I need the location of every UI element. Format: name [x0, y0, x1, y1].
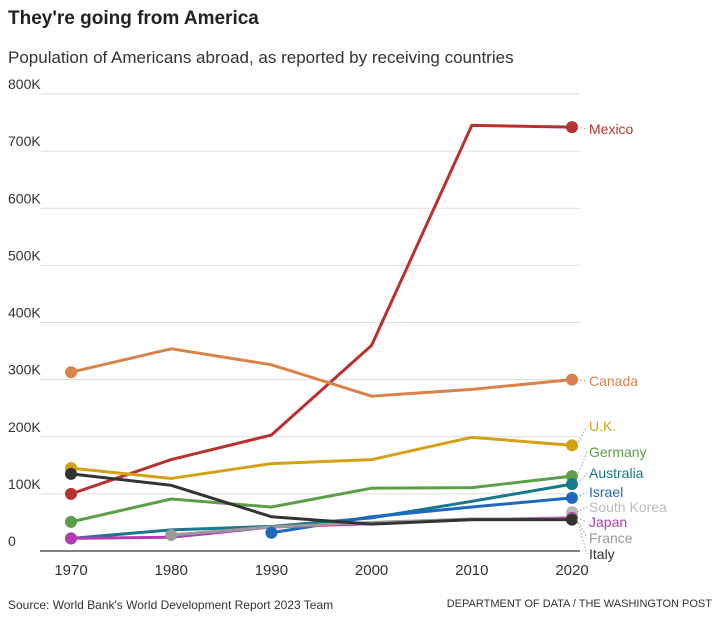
- series-label-australia: Australia: [589, 465, 644, 481]
- data-point-germany: [65, 515, 77, 528]
- data-point-mexico: [65, 487, 77, 500]
- source-note: Source: World Bank's World Development R…: [8, 598, 334, 612]
- y-tick-label: 200K: [8, 419, 41, 435]
- series-label-italy: Italy: [589, 546, 615, 562]
- data-point-france: [165, 529, 178, 542]
- data-point-italy: [566, 513, 578, 526]
- x-tick-label: 2010: [455, 562, 488, 579]
- x-tick-label: 1980: [155, 562, 188, 579]
- label-leader: [576, 379, 588, 382]
- data-point-mexico: [566, 121, 578, 134]
- y-tick-label: 600K: [8, 190, 41, 206]
- data-point-israel: [566, 491, 578, 504]
- chart-subtitle: Population of Americans abroad, as repor…: [8, 48, 514, 67]
- data-point-japan: [65, 532, 77, 545]
- y-tick-label: 700K: [8, 133, 41, 149]
- label-leader: [576, 491, 588, 499]
- data-point-u-k-: [566, 439, 578, 452]
- label-leader: [576, 126, 588, 130]
- y-tick-label: 300K: [8, 362, 41, 378]
- label-leader: [576, 518, 588, 539]
- y-tick-label: 0: [8, 533, 16, 549]
- label-leader: [576, 506, 588, 513]
- label-leader: [576, 425, 588, 446]
- credit: DEPARTMENT OF DATA / THE WASHINGTON POST: [446, 598, 712, 610]
- label-leader: [576, 519, 588, 555]
- series-line-italy: [70, 472, 572, 526]
- series-line-u-k-: [70, 435, 573, 480]
- series-label-mexico: Mexico: [589, 121, 634, 137]
- series-label-canada: Canada: [589, 373, 638, 389]
- x-tick-label: 2000: [355, 562, 388, 579]
- data-point-canada: [566, 373, 578, 386]
- label-leader: [576, 472, 588, 485]
- label-leader: [576, 517, 588, 523]
- label-leader: [576, 451, 588, 477]
- y-tick-label: 800K: [8, 76, 41, 92]
- x-tick-label: 1970: [54, 562, 87, 579]
- series-line-israel: [271, 496, 573, 535]
- y-tick-label: 400K: [8, 305, 41, 321]
- series-line-mexico: [70, 123, 573, 496]
- series-label-israel: Israel: [589, 484, 623, 500]
- series-label-germany: Germany: [589, 444, 647, 460]
- series-line-germany: [70, 474, 573, 524]
- series-label-france: France: [589, 530, 633, 546]
- data-point-canada: [65, 366, 77, 379]
- x-tick-label: 2020: [555, 562, 588, 579]
- y-tick-label: 100K: [8, 476, 41, 492]
- data-point-italy: [65, 467, 77, 480]
- series-label-japan: Japan: [589, 514, 627, 530]
- data-point-australia: [566, 478, 578, 491]
- y-tick-label: 500K: [8, 247, 41, 263]
- x-tick-label: 1990: [255, 562, 288, 579]
- series-line-australia: [70, 482, 573, 540]
- series-label-south-korea: South Korea: [589, 499, 667, 515]
- series-label-u-k-: U.K.: [589, 418, 616, 434]
- data-point-israel: [265, 526, 278, 539]
- series-line-canada: [70, 347, 573, 398]
- chart-title: They're going from America: [8, 8, 259, 29]
